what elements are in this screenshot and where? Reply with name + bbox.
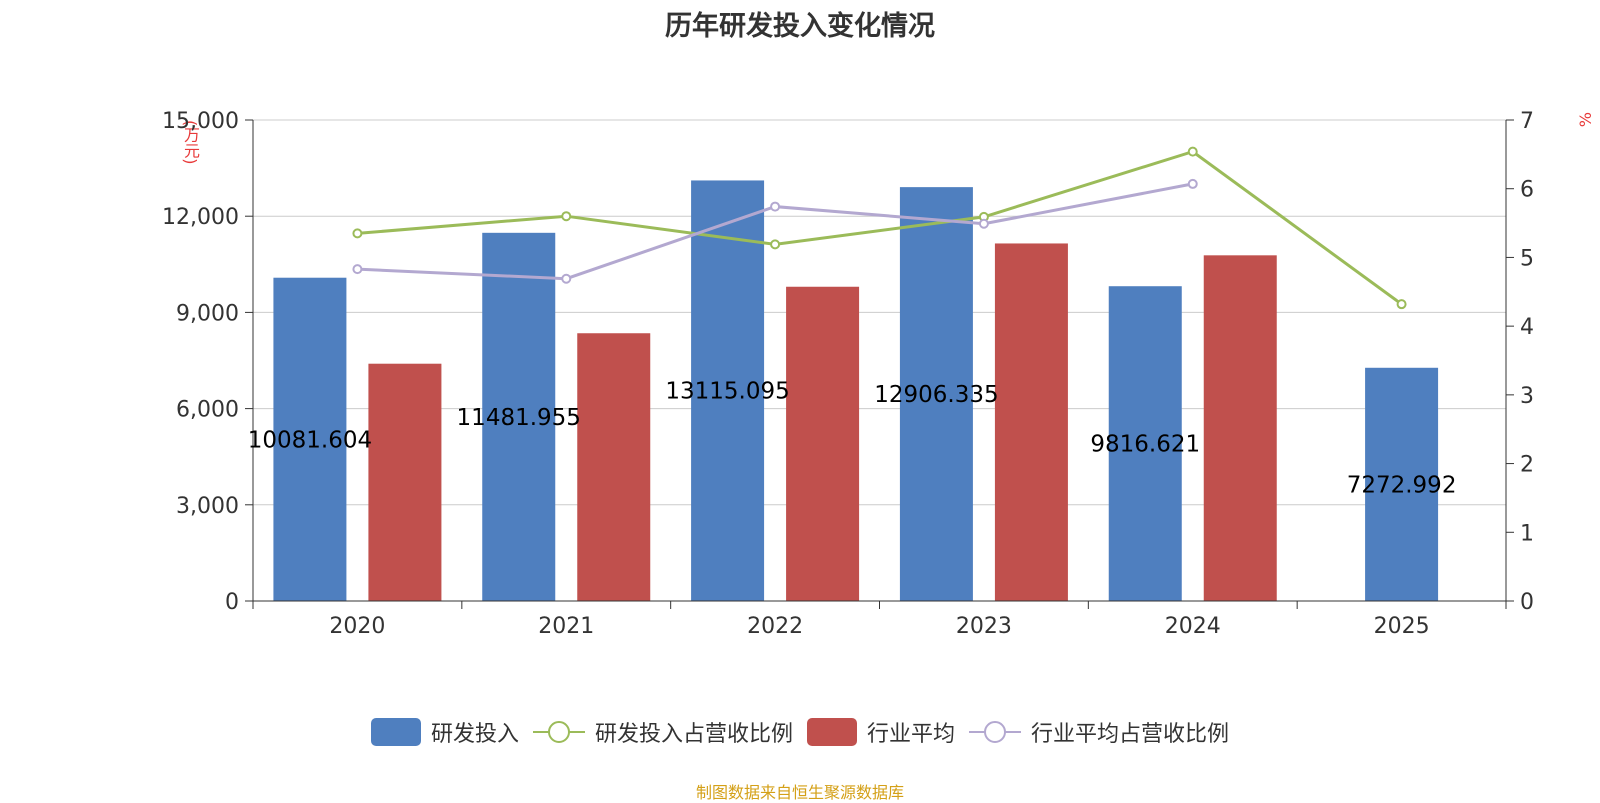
point-industry-ratio bbox=[561, 273, 572, 284]
y-right-tick-label: 7 bbox=[1520, 109, 1534, 134]
legend-swatch-industry-average bbox=[807, 718, 857, 746]
x-tick-label: 2021 bbox=[538, 614, 594, 639]
bar-industry-average bbox=[1203, 255, 1277, 601]
y-left-tick-label: 0 bbox=[225, 590, 239, 615]
data-source-note: 制图数据来自恒生聚源数据库 bbox=[695, 783, 904, 802]
x-tick-label: 2024 bbox=[1165, 614, 1221, 639]
data-label-rd-investment: 12906.335 bbox=[874, 382, 998, 408]
legend-label-industry-average: 行业平均 bbox=[867, 722, 956, 747]
legend-label-rd-ratio: 研发投入占营收比例 bbox=[594, 722, 793, 747]
chart-title: 历年研发投入变化情况 bbox=[665, 11, 935, 42]
legend-item-rd-ratio[interactable]: 研发投入占营收比例 bbox=[532, 716, 793, 748]
bar-rd-investment bbox=[273, 277, 347, 601]
data-label-rd-investment: 10081.604 bbox=[248, 427, 372, 453]
point-rd-ratio bbox=[352, 228, 363, 239]
y-left-tick-label: 9,000 bbox=[176, 301, 239, 326]
legend-label-industry-ratio: 行业平均占营收比例 bbox=[1031, 722, 1230, 747]
point-rd-ratio bbox=[561, 211, 572, 222]
bar-rd-investment bbox=[1108, 286, 1182, 601]
y-left-tick-label: 12,000 bbox=[162, 205, 239, 230]
y-right-tick-label: 6 bbox=[1520, 178, 1534, 203]
y-left-unit-label: (万元) bbox=[181, 120, 200, 165]
data-label-rd-investment: 11481.955 bbox=[457, 405, 581, 431]
y-right-tick-label: 4 bbox=[1520, 315, 1534, 340]
y-right-tick-label: 5 bbox=[1520, 246, 1534, 271]
y-right-tick-label: 3 bbox=[1520, 384, 1534, 409]
point-industry-ratio bbox=[770, 201, 781, 212]
point-rd-ratio bbox=[1396, 299, 1407, 310]
y-left-tick-label: 3,000 bbox=[176, 494, 239, 519]
y-left-tick-label: 15,000 bbox=[162, 109, 239, 134]
y-right-tick-label: 1 bbox=[1520, 521, 1534, 546]
x-tick-label: 2022 bbox=[747, 614, 803, 639]
legend-swatch-industry-ratio bbox=[969, 721, 1022, 743]
point-rd-ratio bbox=[770, 239, 781, 250]
x-tick-label: 2020 bbox=[329, 614, 385, 639]
bar-rd-investment bbox=[1365, 367, 1439, 601]
bar-industry-average bbox=[577, 333, 651, 601]
point-industry-ratio bbox=[352, 264, 363, 275]
legend-label-rd-investment: 研发投入 bbox=[430, 722, 519, 747]
data-label-rd-investment: 13115.095 bbox=[665, 379, 789, 405]
line-rd-ratio bbox=[357, 149, 1403, 306]
legend-item-industry-ratio[interactable]: 行业平均占营收比例 bbox=[969, 716, 1229, 748]
point-industry-ratio bbox=[1187, 178, 1198, 189]
legend-item-industry-average[interactable]: 行业平均 bbox=[807, 716, 955, 748]
bar-industry-average bbox=[994, 243, 1068, 601]
data-label-rd-investment: 7272.992 bbox=[1347, 472, 1457, 498]
data-label-rd-investment: 9816.621 bbox=[1090, 432, 1200, 458]
legend-item-rd-investment[interactable]: 研发投入 bbox=[370, 716, 519, 748]
point-industry-ratio bbox=[978, 218, 989, 229]
bar-rd-investment bbox=[482, 232, 556, 601]
x-tick-label: 2025 bbox=[1374, 614, 1430, 639]
bar-rd-investment bbox=[691, 180, 765, 601]
bar-industry-average bbox=[368, 363, 442, 601]
bar-industry-average bbox=[786, 286, 860, 601]
y-left-tick-label: 6,000 bbox=[176, 398, 239, 423]
bar-rd-investment bbox=[899, 187, 973, 602]
legend-swatch-rd-ratio bbox=[532, 721, 585, 743]
point-rd-ratio bbox=[1187, 146, 1198, 157]
y-right-tick-label: 0 bbox=[1520, 590, 1534, 615]
y-right-tick-label: 2 bbox=[1520, 453, 1534, 478]
x-tick-label: 2023 bbox=[956, 614, 1012, 639]
legend: 研发投入 研发投入占营收比例 行业平均 行业平均占营收比例 bbox=[0, 716, 1600, 748]
legend-swatch-rd-investment bbox=[370, 718, 421, 746]
